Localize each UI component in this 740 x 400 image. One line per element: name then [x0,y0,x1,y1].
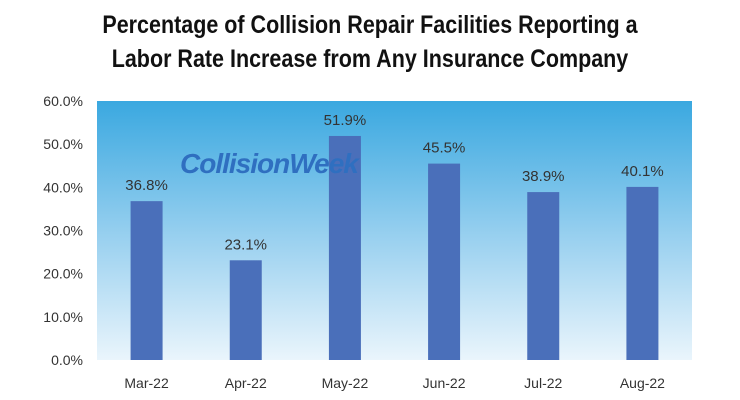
y-tick-label: 30.0% [43,223,83,239]
data-label: 36.8% [125,177,168,194]
x-tick-label: Apr-22 [225,375,267,391]
y-tick-label: 40.0% [43,179,83,195]
bar-series [130,135,659,360]
y-axis: 0.0% 10.0% 20.0% 30.0% 40.0% 50.0% 60.0% [43,93,83,368]
data-labels: 36.8% 23.1% 51.9% 45.5% 38.9% 40.1% [125,112,663,253]
bar [229,260,262,360]
data-label: 40.1% [621,163,664,180]
y-tick-label: 60.0% [43,93,83,109]
chart-title-line-1: Percentage of Collision Repair Facilitie… [102,11,638,39]
x-axis: Mar-22 Apr-22 May-22 Jun-22 Jul-22 Aug-22 [124,375,665,391]
y-tick-label: 50.0% [43,136,83,152]
bar [428,163,461,360]
y-tick-label: 10.0% [43,309,83,325]
bar [527,192,560,360]
x-tick-label: Aug-22 [620,375,665,391]
data-label: 23.1% [224,236,267,253]
bar [130,201,163,360]
y-tick-label: 20.0% [43,266,83,282]
data-label: 51.9% [324,112,367,129]
data-label: 45.5% [423,140,466,157]
data-label: 38.9% [522,168,565,185]
watermark-logo: CollisionWeek [180,148,360,179]
plot-area [97,101,692,360]
x-tick-label: May-22 [322,375,369,391]
x-tick-label: Jul-22 [524,375,562,391]
x-tick-label: Jun-22 [423,375,466,391]
bar [328,135,361,360]
bar [626,186,659,360]
chart-title-line-2: Labor Rate Increase from Any Insurance C… [111,45,629,73]
chart-title: Percentage of Collision Repair Facilitie… [52,8,688,76]
y-tick-label: 0.0% [51,352,83,368]
x-tick-label: Mar-22 [124,375,169,391]
